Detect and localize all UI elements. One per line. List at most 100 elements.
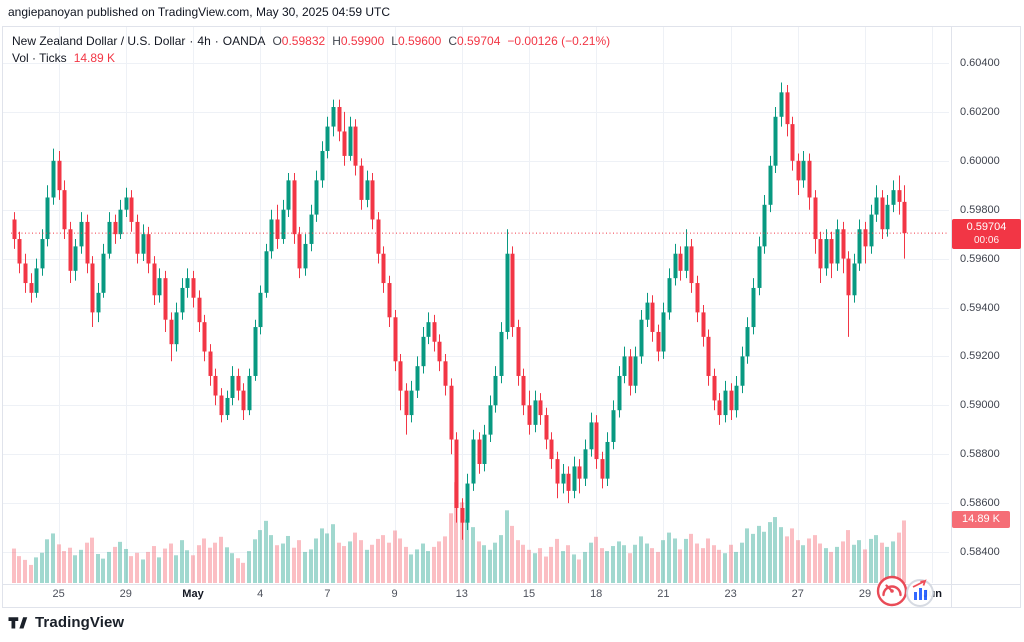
volume-bar <box>404 546 408 583</box>
candle <box>510 246 515 337</box>
volume-bar <box>163 548 167 583</box>
candle <box>594 415 599 469</box>
price-axis[interactable]: 0.60400 0.60200 0.60000 0.59800 0.59600 0.594… <box>952 27 1021 583</box>
volume-bar <box>857 540 861 583</box>
high-label: H <box>332 34 341 48</box>
tradingview-footer-link[interactable]: TradingView <box>7 612 124 633</box>
volume-bar <box>85 542 89 583</box>
candle <box>477 432 482 474</box>
volume-bar <box>169 543 173 583</box>
candle <box>303 234 308 276</box>
volume-bar <box>359 540 363 583</box>
open-value: 0.59832 <box>281 34 326 48</box>
candle <box>124 187 129 218</box>
volume-bar <box>762 531 766 583</box>
volume-bar <box>740 542 744 583</box>
candle <box>393 309 398 372</box>
volume-bar <box>701 548 705 583</box>
candle <box>488 395 493 442</box>
interval-label[interactable]: 4h <box>197 34 211 48</box>
volume-bar <box>73 555 77 583</box>
candle <box>169 312 174 362</box>
volume-source-label[interactable]: Vol · Ticks <box>12 51 67 65</box>
volume-bar <box>113 546 117 583</box>
candlestick-chart-canvas[interactable] <box>3 27 1020 607</box>
volume-bar <box>712 545 716 583</box>
time-axis-label: 4 <box>257 588 264 600</box>
candle <box>824 229 829 276</box>
time-axis-label: 29 <box>119 588 132 600</box>
candle <box>146 226 151 274</box>
time-axis[interactable]: 2529May47913151821232729Jun <box>3 585 950 607</box>
candle <box>230 366 235 406</box>
candle <box>202 314 207 362</box>
candle <box>661 302 666 359</box>
candle <box>482 424 487 472</box>
candle <box>337 99 342 142</box>
close-label: C <box>448 34 457 48</box>
candle <box>751 278 756 335</box>
time-axis-label: 15 <box>522 588 536 600</box>
candle <box>348 116 353 161</box>
symbol-title[interactable]: New Zealand Dollar / U.S. Dollar <box>12 34 186 48</box>
candle <box>499 322 504 384</box>
volume-bar <box>583 551 587 583</box>
time-axis-label: May <box>182 588 204 600</box>
volume-bar <box>813 535 817 583</box>
candle <box>96 283 101 323</box>
volume-bar <box>241 562 245 583</box>
candle <box>68 221 73 284</box>
candle <box>12 212 17 249</box>
volume-bar <box>622 545 626 583</box>
candle <box>516 319 521 386</box>
volume-bar <box>852 544 856 583</box>
candle <box>90 256 95 328</box>
current-price-badge: 0.59704 00:06 <box>952 219 1021 250</box>
volume-bar <box>801 545 805 583</box>
open-label: O <box>272 34 282 48</box>
volume-bar <box>96 554 100 583</box>
candle <box>387 275 392 328</box>
volume-bar <box>219 536 223 583</box>
price-axis-label: 0.60000 <box>960 154 1000 167</box>
volume-bar <box>174 555 178 583</box>
volume-bar <box>57 544 61 583</box>
candle <box>409 380 414 423</box>
price-axis-label: 0.60200 <box>960 105 1000 118</box>
volume-bar <box>555 538 559 583</box>
candle <box>869 204 874 254</box>
volume-bar <box>482 545 486 583</box>
gauge-center-icon <box>890 589 894 593</box>
time-axis-label: 27 <box>791 588 804 600</box>
volume-bar <box>729 544 733 583</box>
candle <box>40 229 45 276</box>
candle <box>773 107 778 174</box>
volume-bar <box>796 540 800 583</box>
volume-bar <box>773 517 777 583</box>
volume-bar <box>779 527 783 583</box>
candle <box>729 383 734 420</box>
publisher-logo-watermark <box>875 572 939 615</box>
volume-bar <box>314 538 318 583</box>
candle <box>353 119 358 176</box>
current-price-label: 0.59704 <box>966 221 1007 234</box>
candle <box>566 466 571 504</box>
volume-bar <box>281 543 285 583</box>
price-axis-label: 0.59200 <box>960 350 1000 363</box>
volume-bar <box>667 532 671 583</box>
candle <box>633 346 638 394</box>
volume-bar <box>146 551 150 583</box>
volume-bar <box>129 556 133 583</box>
volume-bar <box>269 535 273 583</box>
candle <box>555 451 560 499</box>
candle <box>622 346 627 384</box>
volume-series <box>12 482 906 583</box>
volume-bar <box>365 549 369 583</box>
candle <box>342 111 347 166</box>
volume-bar <box>493 542 497 583</box>
candle <box>365 170 370 208</box>
volume-bar <box>320 528 324 583</box>
candle <box>359 158 364 210</box>
time-axis-label: 7 <box>324 588 331 600</box>
price-axis-label: 0.58400 <box>960 546 1000 558</box>
